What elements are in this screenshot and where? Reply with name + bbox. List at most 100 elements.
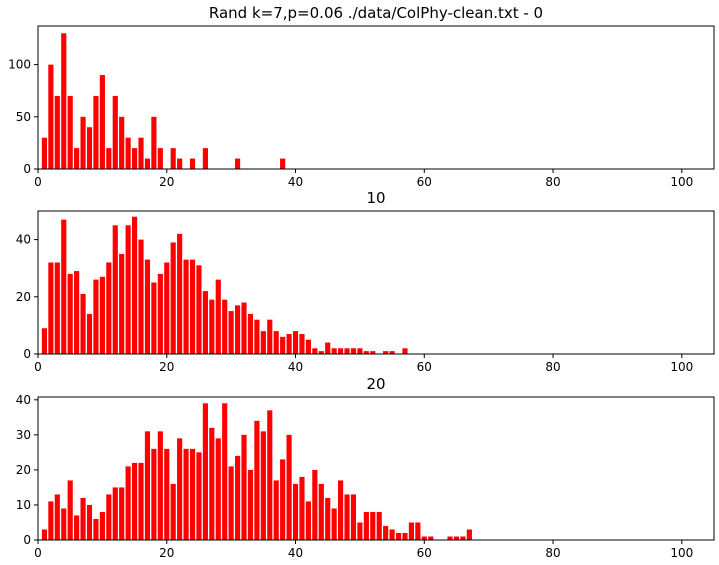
bar (383, 525, 389, 540)
bar (144, 259, 151, 354)
y-tick-label: 20 (16, 290, 31, 304)
bar (151, 448, 157, 540)
bar (318, 483, 324, 540)
bar (241, 302, 247, 354)
bar (350, 348, 357, 354)
bar (202, 403, 208, 540)
bar (138, 462, 144, 540)
bar (235, 158, 241, 169)
axes-frame (37, 25, 715, 170)
bar (280, 336, 286, 354)
bar (466, 529, 472, 540)
y-tick-label: 40 (16, 393, 31, 407)
bar (331, 348, 337, 354)
bar (447, 536, 453, 540)
x-tick-label: 20 (159, 546, 174, 560)
bar (299, 333, 305, 354)
bar (286, 434, 292, 540)
bar (370, 511, 376, 540)
bar (138, 137, 144, 169)
bar (99, 276, 105, 354)
bar (48, 501, 54, 540)
bar (132, 216, 138, 354)
bar (125, 225, 131, 354)
bar (177, 233, 183, 354)
x-tick-label: 80 (545, 175, 560, 189)
bar (157, 273, 163, 354)
bar (170, 148, 176, 169)
bar (41, 137, 48, 169)
bar (67, 273, 73, 354)
bar (395, 532, 402, 540)
bar (41, 328, 48, 354)
bar (74, 148, 80, 169)
x-tick-label: 0 (34, 175, 42, 189)
y-tick-label: 0 (23, 347, 31, 361)
bar (93, 279, 99, 354)
subplot-0: 0 20 40 60 80 100 0 50 100 Rand k=7,p=0.06 ./data… (8, 4, 715, 189)
x-tick-label: 40 (288, 175, 303, 189)
bar (241, 434, 247, 540)
bar (273, 331, 279, 354)
bar (267, 410, 273, 540)
bar (209, 299, 215, 354)
bar (86, 127, 93, 169)
bar (389, 529, 395, 540)
bar (273, 480, 279, 540)
subplot-title: Rand k=7,p=0.06 ./data/ColPhy-clean.txt … (209, 4, 543, 22)
bar (363, 351, 369, 354)
bar (196, 452, 202, 540)
bar (54, 262, 60, 354)
x-tick-label: 60 (417, 175, 432, 189)
bar (125, 466, 131, 540)
bar (86, 504, 93, 540)
bar (376, 511, 382, 540)
bar (357, 522, 363, 540)
bar (350, 494, 357, 540)
bar (215, 279, 221, 354)
bar (408, 522, 414, 540)
bar (402, 532, 408, 540)
bar (325, 497, 331, 540)
y-tick-label: 100 (8, 58, 31, 72)
bar (74, 271, 80, 354)
bar (93, 518, 99, 540)
bar (460, 536, 466, 540)
bar (389, 351, 395, 354)
bar (402, 348, 408, 354)
bar (157, 431, 163, 540)
bar (125, 137, 131, 169)
x-tick-label: 80 (545, 546, 560, 560)
bar (170, 242, 176, 354)
x-tick-label: 100 (670, 546, 693, 560)
bar (299, 476, 305, 540)
bar (93, 95, 99, 169)
bar (164, 262, 170, 354)
axes-frame (37, 396, 715, 541)
bar (41, 529, 48, 540)
bar (292, 331, 299, 354)
bar (144, 158, 151, 169)
subplot-2: 0 20 40 60 80 100 0 10 20 30 40 20 (16, 375, 715, 560)
x-tick-label: 60 (417, 360, 432, 374)
bar (247, 469, 254, 540)
bar (189, 259, 196, 354)
bar (119, 253, 125, 354)
bar (235, 455, 241, 540)
bar (415, 522, 421, 540)
bar (54, 494, 60, 540)
bar (196, 265, 202, 354)
bar (48, 64, 54, 169)
bar (421, 536, 427, 540)
bar (112, 95, 118, 169)
bar (305, 339, 311, 354)
bar (99, 75, 105, 169)
bar (209, 427, 215, 540)
bar (61, 508, 67, 540)
bar (357, 348, 363, 354)
bar (132, 148, 138, 169)
bar (215, 438, 221, 540)
bar (428, 536, 434, 540)
bar (363, 511, 369, 540)
bar (67, 95, 73, 169)
